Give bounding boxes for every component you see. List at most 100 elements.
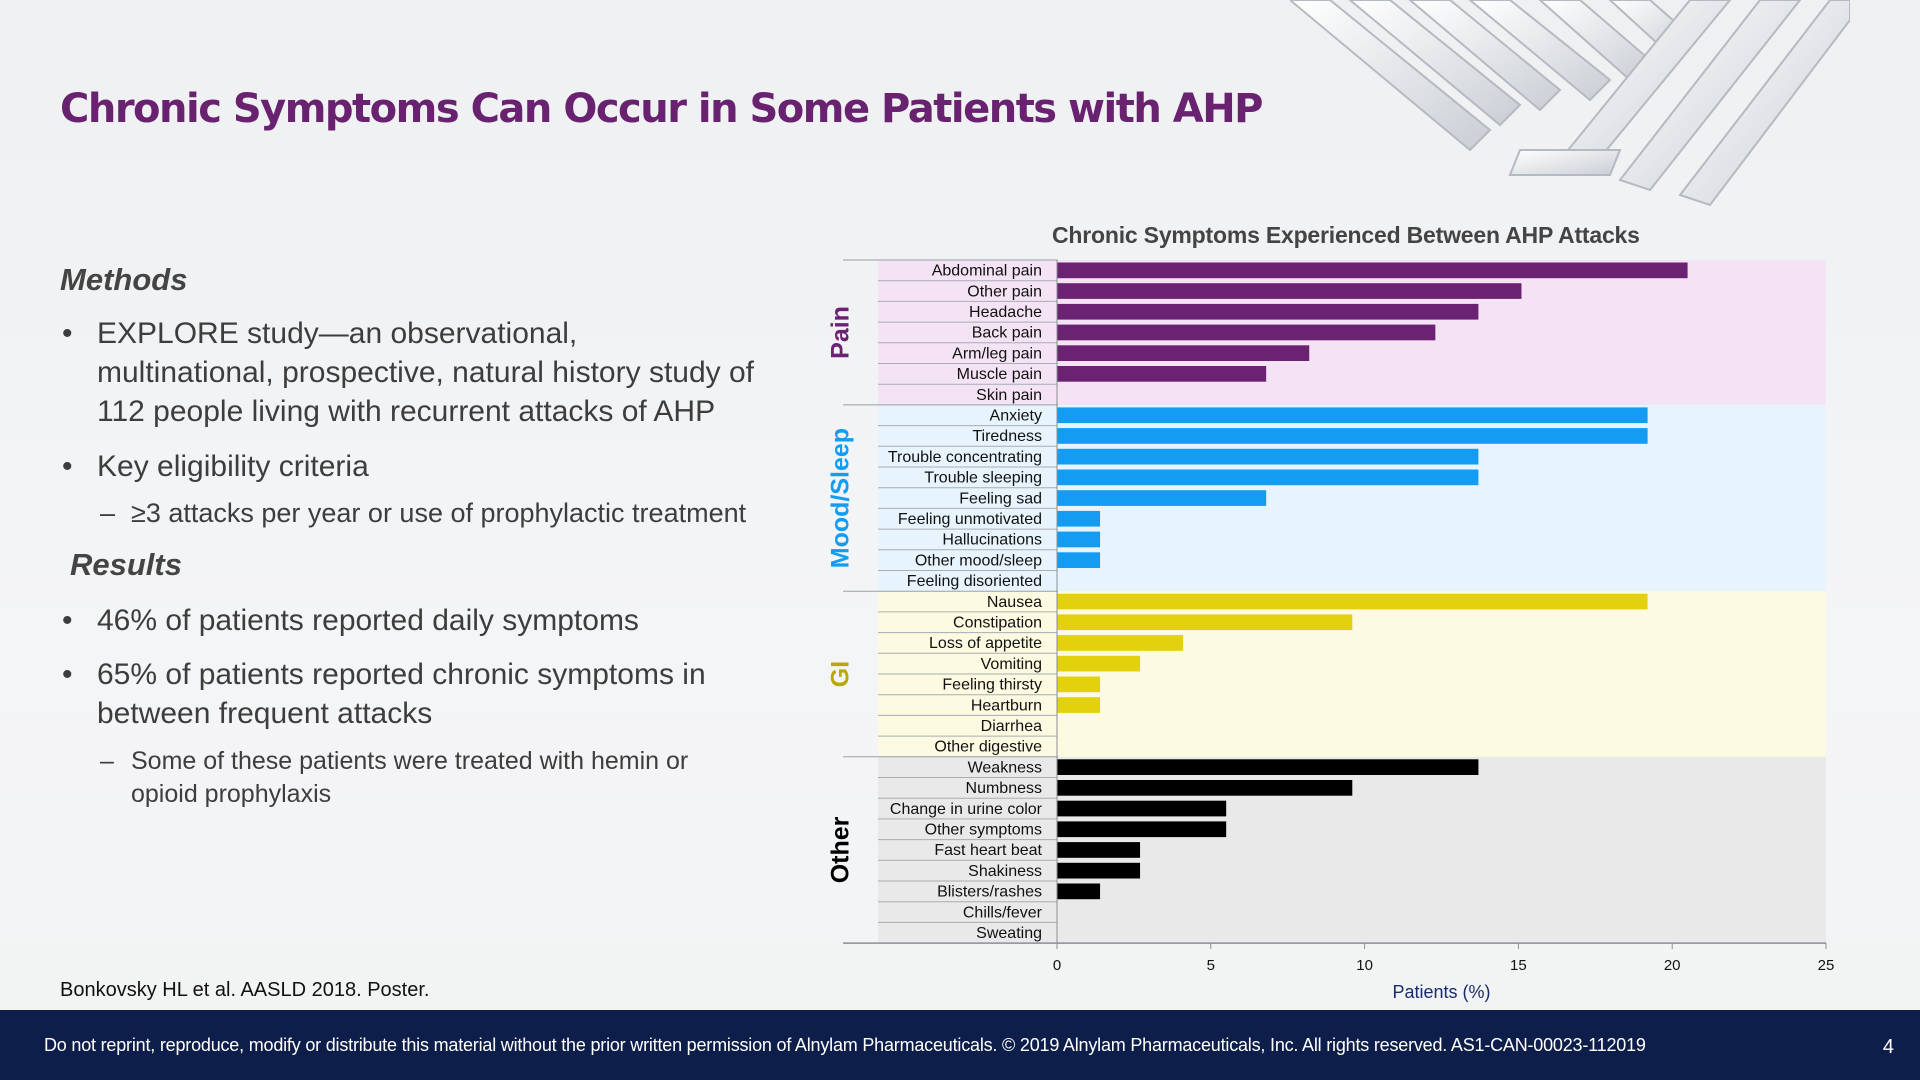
bar (1057, 593, 1648, 610)
category-label: Feeling disoriented (907, 573, 1042, 590)
category-label: Constipation (953, 614, 1042, 631)
citation: Bonkovsky HL et al. AASLD 2018. Poster. (60, 979, 430, 1001)
bar (1057, 510, 1101, 527)
bar (1057, 800, 1227, 817)
category-label: Skin pain (976, 387, 1042, 404)
bullet-text: Key eligibility criteria (97, 450, 369, 483)
page-number: 4 (1882, 1036, 1894, 1058)
bar (1057, 531, 1101, 548)
bar (1057, 780, 1353, 796)
category-label: Numbness (966, 780, 1042, 797)
bullet-dot: • (62, 658, 73, 691)
bullet-explore-study: • EXPLORE study—an observational, multin… (60, 314, 760, 431)
sub-bullet-text: ≥3 attacks per year or use of prophylact… (131, 498, 747, 528)
x-axis-label: Patients (%) (1392, 982, 1490, 1002)
sub-bullet-hemin: – Some of these patients were treated wi… (60, 745, 760, 811)
category-label: Blisters/rashes (937, 884, 1042, 901)
footer-bar: Do not reprint, reproduce, modify or dis… (0, 1010, 1920, 1080)
bullet-text: 65% of patients reported chronic symptom… (97, 658, 706, 730)
bar (1057, 676, 1101, 693)
bar (1057, 821, 1227, 838)
bullet-text: EXPLORE study—an observational, multinat… (97, 317, 754, 428)
slide-title: Chronic Symptoms Can Occur in Some Patie… (60, 86, 1263, 132)
x-tick-label: 20 (1664, 957, 1681, 974)
bar (1057, 428, 1648, 444)
category-label: Other mood/sleep (915, 552, 1042, 569)
bar (1057, 759, 1479, 775)
category-label: Nausea (987, 594, 1042, 611)
category-label: Tiredness (972, 428, 1042, 445)
x-tick-label: 0 (1053, 957, 1061, 974)
x-tick-label: 5 (1207, 957, 1215, 974)
bar (1057, 345, 1310, 361)
bullet-dot: • (62, 604, 73, 637)
category-label: Other symptoms (925, 821, 1042, 838)
bullet-daily-symptoms: • 46% of patients reported daily symptom… (60, 601, 760, 640)
x-tick-label: 10 (1356, 957, 1373, 974)
category-label: Heartburn (971, 697, 1042, 714)
bar (1057, 366, 1267, 382)
category-label: Loss of appetite (929, 635, 1042, 652)
category-label: Feeling sad (959, 490, 1042, 507)
bar (1057, 655, 1141, 672)
category-label: Other digestive (934, 739, 1042, 756)
sub-bullet-attacks: – ≥3 attacks per year or use of prophyla… (60, 496, 760, 531)
category-label: Chills/fever (963, 904, 1043, 921)
bar-chart: Pain Abdominal pain Other pain Headache Back… (827, 259, 1835, 1002)
category-label: Change in urine color (890, 801, 1043, 818)
group-label: GI (827, 661, 855, 687)
sub-bullet-dash: – (100, 498, 116, 528)
category-label: Back pain (972, 325, 1042, 342)
bar (1057, 407, 1648, 424)
category-label: Abdominal pain (932, 263, 1042, 280)
category-label: Diarrhea (981, 718, 1042, 735)
category-label: Muscle pain (957, 366, 1042, 383)
bar (1057, 262, 1688, 279)
category-label: Anxiety (990, 407, 1042, 424)
category-label: Trouble sleeping (924, 470, 1042, 487)
x-tick-label: 15 (1510, 957, 1527, 974)
category-label: Weakness (968, 759, 1042, 776)
bar (1057, 842, 1141, 858)
bullet-dot: • (62, 450, 73, 483)
bar (1057, 883, 1101, 900)
category-label: Trouble concentrating (888, 449, 1042, 466)
category-label: Sweating (976, 925, 1042, 942)
bullet-eligibility: • Key eligibility criteria (60, 447, 760, 486)
group-label: Pain (827, 306, 855, 359)
bullet-text: 46% of patients reported daily symptoms (97, 604, 639, 637)
sub-bullet-text: Some of these patients were treated with… (131, 747, 689, 808)
category-label: Feeling unmotivated (898, 511, 1042, 528)
results-heading: Results (70, 547, 182, 582)
group-label: Mood/Sleep (827, 428, 855, 568)
copyright-notice: Do not reprint, reproduce, modify or dis… (44, 1035, 1646, 1055)
bar (1057, 635, 1184, 651)
bar (1057, 448, 1479, 465)
category-label: Fast heart beat (934, 842, 1042, 859)
category-label: Hallucinations (942, 532, 1042, 549)
bar (1057, 469, 1479, 486)
bar (1057, 614, 1353, 631)
bar (1057, 862, 1141, 879)
bar (1057, 283, 1522, 299)
category-label: Headache (969, 304, 1042, 321)
bar (1057, 303, 1479, 320)
category-label: Feeling thirsty (942, 677, 1042, 694)
category-label: Arm/leg pain (952, 345, 1042, 362)
methods-heading: Methods (60, 262, 188, 297)
group-label: Other (827, 816, 855, 883)
category-label: Shakiness (968, 863, 1042, 880)
sub-bullet-dash: – (100, 747, 114, 775)
bullet-dot: • (62, 317, 73, 350)
bar (1057, 490, 1267, 506)
bullet-chronic-symptoms: • 65% of patients reported chronic sympt… (60, 655, 760, 733)
category-label: Other pain (967, 283, 1042, 300)
x-tick-label: 25 (1818, 957, 1835, 974)
bar (1057, 324, 1436, 341)
maze-image (1290, 0, 1850, 207)
methods-results-panel: Methods • EXPLORE study—an observational… (60, 262, 760, 811)
category-label: Vomiting (981, 656, 1042, 673)
bar (1057, 552, 1101, 568)
chart-title: Chronic Symptoms Experienced Between AHP… (1052, 222, 1640, 248)
bar (1057, 697, 1101, 713)
